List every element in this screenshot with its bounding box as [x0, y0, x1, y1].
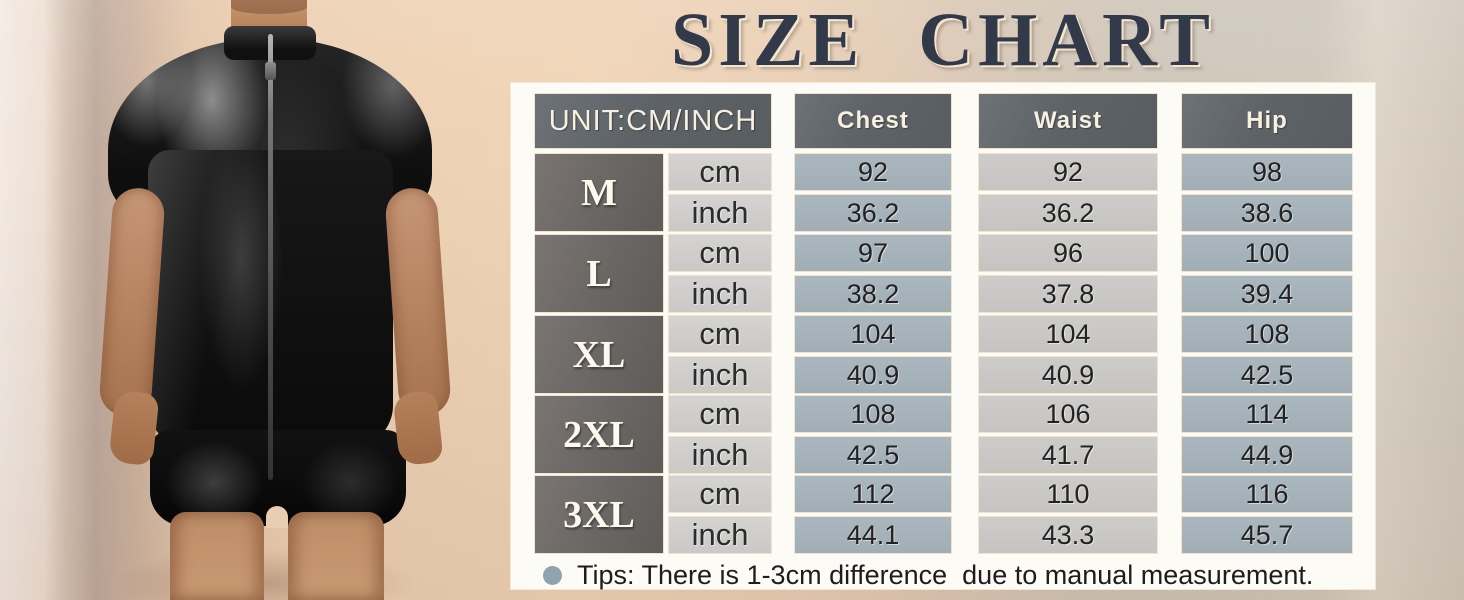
value-waist-cm: 104	[978, 315, 1158, 353]
unit-label-cm: cm	[668, 153, 772, 191]
size-label: 3XL	[534, 475, 664, 554]
unit-label-inch: inch	[668, 194, 772, 232]
size-row-m: M cm inch 92 36.2 92 36.2 98 38.6	[534, 153, 1353, 232]
value-chest-inch: 36.2	[794, 194, 952, 232]
unit-label-inch: inch	[668, 436, 772, 474]
unit-label-inch: inch	[668, 356, 772, 394]
col-header-chest: Chest	[794, 93, 952, 149]
value-hip-inch: 44.9	[1181, 436, 1353, 474]
value-chest-inch: 42.5	[794, 436, 952, 474]
size-label: XL	[534, 315, 664, 394]
page-title: SIZE CHART	[670, 0, 1215, 82]
value-chest-cm: 108	[794, 395, 952, 433]
value-waist-cm: 92	[978, 153, 1158, 191]
value-chest-cm: 92	[794, 153, 952, 191]
value-hip-inch: 45.7	[1181, 516, 1353, 554]
table-header-row: UNIT:CM/INCH Chest Waist Hip	[534, 93, 1353, 149]
model-left-leg	[288, 512, 384, 600]
value-waist-inch: 43.3	[978, 516, 1158, 554]
model-left-arm	[384, 186, 452, 418]
tips-row: Tips: There is 1-3cm difference due to m…	[534, 557, 1353, 593]
value-waist-cm: 96	[978, 234, 1158, 272]
value-chest-cm: 97	[794, 234, 952, 272]
value-waist-cm: 110	[978, 475, 1158, 513]
value-chest-inch: 38.2	[794, 275, 952, 313]
value-hip-cm: 114	[1181, 395, 1353, 433]
col-header-waist: Waist	[978, 93, 1158, 149]
unit-label-cm: cm	[668, 475, 772, 513]
model-left-hand	[392, 389, 444, 467]
model-photo	[0, 0, 510, 600]
value-waist-inch: 37.8	[978, 275, 1158, 313]
col-header-hip: Hip	[1181, 93, 1353, 149]
value-hip-cm: 108	[1181, 315, 1353, 353]
size-row-l: L cm inch 97 38.2 96 37.8 100 39.4	[534, 234, 1353, 313]
zipper-pull	[265, 62, 276, 80]
value-chest-cm: 104	[794, 315, 952, 353]
value-hip-cm: 116	[1181, 475, 1353, 513]
chin-shadow	[231, 0, 307, 14]
shorts-hem-gap	[266, 506, 288, 528]
size-label: 2XL	[534, 395, 664, 474]
unit-label-inch: inch	[668, 516, 772, 554]
tips-text: Tips: There is 1-3cm difference due to m…	[577, 559, 1314, 590]
value-chest-inch: 44.1	[794, 516, 952, 554]
unit-label-cm: cm	[668, 234, 772, 272]
value-waist-inch: 40.9	[978, 356, 1158, 394]
value-hip-inch: 39.4	[1181, 275, 1353, 313]
value-hip-inch: 38.6	[1181, 194, 1353, 232]
unit-header-cell: UNIT:CM/INCH	[534, 93, 772, 149]
model-right-leg	[170, 512, 264, 600]
tips-bullet-icon	[543, 565, 562, 585]
unit-label-inch: inch	[668, 275, 772, 313]
value-hip-cm: 100	[1181, 234, 1353, 272]
value-hip-inch: 42.5	[1181, 356, 1353, 394]
value-chest-inch: 40.9	[794, 356, 952, 394]
front-zipper	[268, 34, 273, 480]
value-chest-cm: 112	[794, 475, 952, 513]
size-row-3xl: 3XL cm inch 112 44.1 110 43.3 116 45.7	[534, 475, 1353, 554]
value-waist-cm: 106	[978, 395, 1158, 433]
size-label: M	[534, 153, 664, 232]
value-waist-inch: 41.7	[978, 436, 1158, 474]
unit-label-cm: cm	[668, 315, 772, 353]
value-hip-cm: 98	[1181, 153, 1353, 191]
unit-label-cm: cm	[668, 395, 772, 433]
size-row-2xl: 2XL cm inch 108 42.5 106 41.7 114 44.9	[534, 395, 1353, 474]
size-table-panel: UNIT:CM/INCH Chest Waist Hip M cm inch 9…	[510, 82, 1376, 590]
value-waist-inch: 36.2	[978, 194, 1158, 232]
size-label: L	[534, 234, 664, 313]
size-row-xl: XL cm inch 104 40.9 104 40.9 108 42.5	[534, 315, 1353, 394]
model-right-hand	[108, 389, 160, 467]
